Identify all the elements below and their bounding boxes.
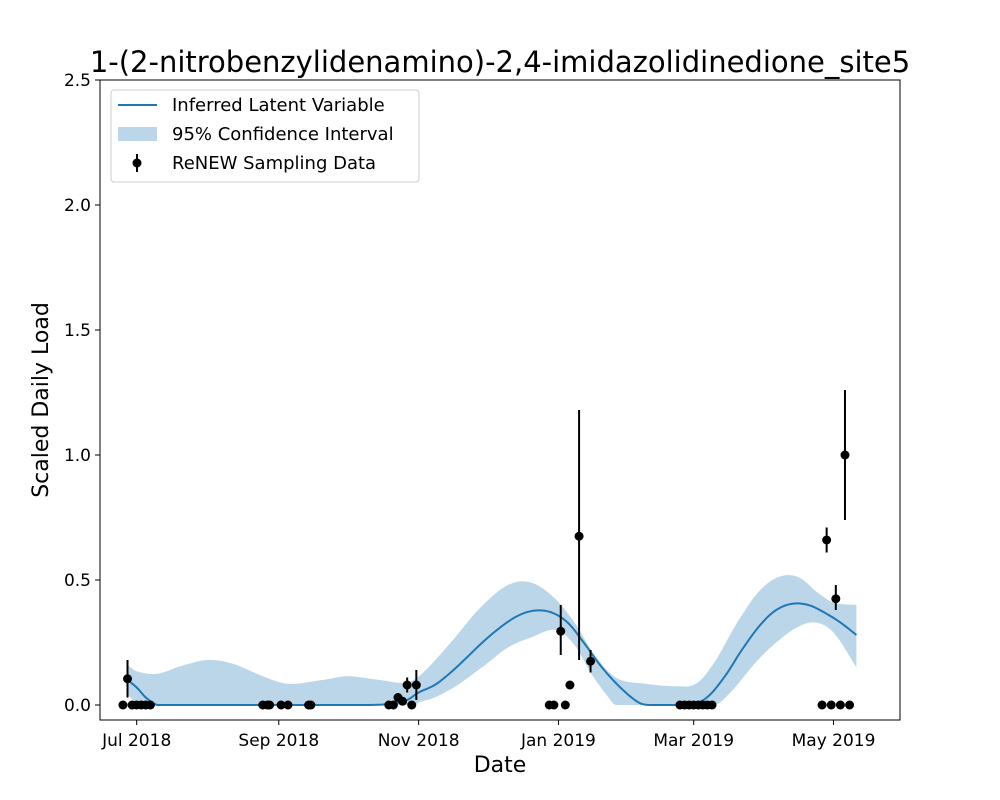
data-point xyxy=(265,700,275,710)
data-point xyxy=(145,700,155,710)
data-point xyxy=(306,700,316,710)
legend: Inferred Latent Variable 95% Confidence … xyxy=(110,89,420,183)
data-point xyxy=(402,680,412,690)
y-tick-label: 1.5 xyxy=(64,321,91,341)
data-point xyxy=(817,700,827,710)
legend-box xyxy=(110,89,420,183)
y-axis-label: Scaled Daily Load xyxy=(29,302,54,498)
axes-frame xyxy=(99,79,901,721)
x-tick-label: Jul 2018 xyxy=(101,731,171,751)
x-tick-label: Mar 2019 xyxy=(653,731,734,751)
data-point xyxy=(574,531,584,541)
legend-label-line: Inferred Latent Variable xyxy=(172,95,385,116)
data-point xyxy=(411,680,421,690)
plot-content xyxy=(118,390,858,710)
data-point xyxy=(388,700,398,710)
y-tick-label: 0.0 xyxy=(64,696,91,716)
legend-point-swatch xyxy=(132,158,142,168)
y-tick-label: 2.5 xyxy=(64,71,91,91)
legend-label-points: ReNEW Sampling Data xyxy=(172,153,376,174)
data-point xyxy=(556,626,566,636)
data-point xyxy=(549,700,559,710)
x-axis-label: Date xyxy=(474,753,527,778)
axis-ticks: Jul 2018 Sep 2018 Nov 2018 Jan 2019 Mar 2019… xyxy=(64,71,875,751)
data-point xyxy=(826,700,836,710)
data-point xyxy=(586,656,596,666)
data-point xyxy=(276,700,286,710)
data-point xyxy=(845,700,855,710)
data-point xyxy=(123,674,133,684)
data-point xyxy=(407,700,417,710)
data-point xyxy=(118,700,128,710)
data-point xyxy=(398,696,408,706)
x-tick-label: Sep 2018 xyxy=(238,731,319,751)
x-tick-label: Nov 2018 xyxy=(378,731,460,751)
data-point xyxy=(822,535,832,545)
confidence-band xyxy=(127,575,857,705)
data-point xyxy=(560,700,570,710)
data-point xyxy=(835,700,845,710)
legend-label-band: 95% Confidence Interval xyxy=(172,124,394,145)
data-point xyxy=(565,680,575,690)
chart-title: 1-(2-nitrobenzylidenamino)-2,4-imidazoli… xyxy=(90,45,910,79)
x-tick-label: Jan 2019 xyxy=(520,731,596,751)
data-point xyxy=(840,450,850,460)
data-point xyxy=(707,700,717,710)
y-tick-label: 2.0 xyxy=(64,196,91,216)
legend-band-swatch xyxy=(118,127,157,141)
y-tick-label: 1.0 xyxy=(64,446,91,466)
x-tick-label: May 2019 xyxy=(792,731,876,751)
data-point xyxy=(283,700,293,710)
latent-variable-line xyxy=(126,602,858,706)
data-point xyxy=(831,594,841,604)
plot-area xyxy=(118,390,858,710)
y-tick-label: 0.5 xyxy=(64,571,91,591)
